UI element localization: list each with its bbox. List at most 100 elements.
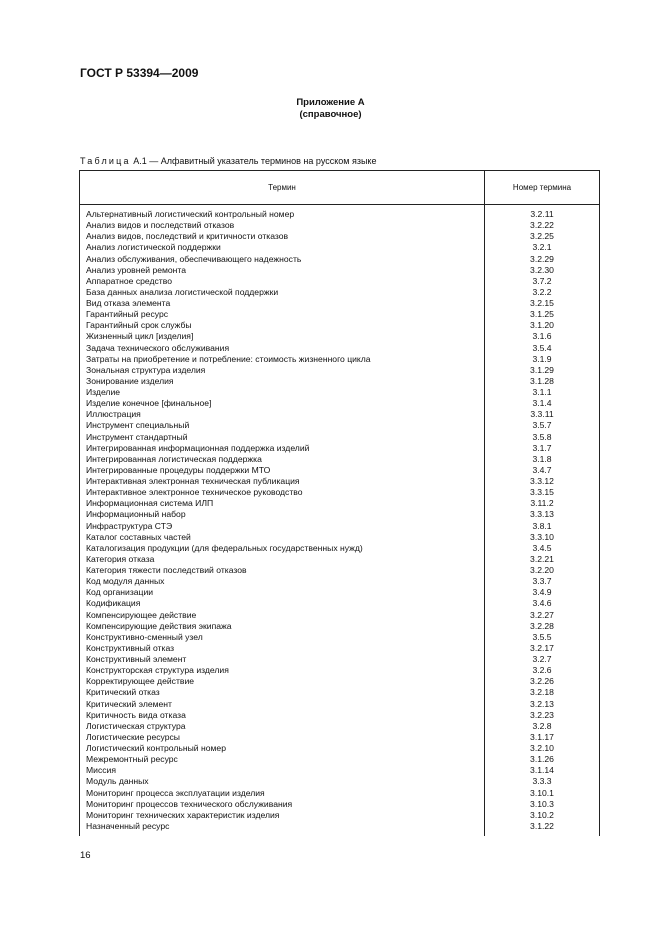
term-number-cell: 3.1.28 xyxy=(530,375,554,386)
term-number-cell: 3.1.4 xyxy=(532,398,552,409)
table-row: Компенсирующее действие 3.2.27 xyxy=(80,610,599,621)
table-row: Гарантийный срок службы 3.1.20 xyxy=(80,320,599,331)
table-row: Затраты на приобретение и потребление: с… xyxy=(80,354,599,365)
table-row: Задача технического обслуживания 3.5.4 xyxy=(80,343,599,354)
term-cell: Интерактивная электронная техническая пу… xyxy=(86,476,300,486)
term-cell: Зональная структура изделия xyxy=(86,364,206,375)
column-divider xyxy=(484,171,485,836)
term-number-cell: 3.5.4 xyxy=(532,342,552,353)
table-row: Изделие 3.1.1 xyxy=(80,387,599,398)
term-number-cell: 3.2.8 xyxy=(532,720,552,731)
term-number-cell: 3.2.22 xyxy=(530,220,554,231)
term-cell: Анализ логистической поддержки xyxy=(86,242,221,253)
term-number-cell: 3.4.6 xyxy=(532,598,552,609)
table-row: Гарантийный ресурс 3.1.25 xyxy=(80,309,599,320)
table-row: Корректирующее действие 3.2.26 xyxy=(80,676,599,687)
term-number-cell: 3.1.6 xyxy=(532,331,552,342)
term-number-cell: 3.1.9 xyxy=(532,353,552,364)
table-row: Компенсирующие действия экипажа 3.2.28 xyxy=(80,621,599,632)
appendix-subtitle: (справочное) xyxy=(299,109,362,120)
appendix-title: Приложение А xyxy=(296,97,365,108)
table-row: Инструмент стандартный 3.5.8 xyxy=(80,432,599,443)
term-cell: Информационная система ИЛП xyxy=(86,498,214,509)
table-row: Жизненный цикл [изделия] 3.1.6 xyxy=(80,331,599,342)
table-row: Интерактивная электронная техническая пу… xyxy=(80,476,599,487)
term-number-cell: 3.2.17 xyxy=(530,642,554,653)
term-number-cell: 3.2.1 xyxy=(532,242,552,253)
term-number-cell: 3.5.5 xyxy=(532,631,552,642)
term-cell: Гарантийный ресурс xyxy=(86,309,169,320)
table-row: Зональная структура изделия 3.1.29 xyxy=(80,365,599,376)
term-number-cell: 3.5.7 xyxy=(532,420,552,431)
term-number-cell: 3.1.14 xyxy=(530,765,554,776)
term-number-cell: 3.8.1 xyxy=(532,520,552,531)
term-number-cell: 3.2.10 xyxy=(530,743,554,753)
term-number-cell: 3.10.2 xyxy=(530,809,554,820)
term-number-cell: 3.3.10 xyxy=(530,531,554,542)
term-number-cell: 3.1.17 xyxy=(530,731,554,742)
term-number-cell: 3.2.30 xyxy=(530,264,554,275)
appendix-heading: Приложение А (справочное) xyxy=(0,97,661,121)
term-cell: Анализ видов, последствий и критичности … xyxy=(86,231,289,242)
term-number-cell: 3.7.2 xyxy=(532,275,552,286)
term-cell: Интегрированные процедуры поддержки МТО xyxy=(86,464,271,475)
table-row: Мониторинг технических характеристик изд… xyxy=(80,810,599,821)
term-number-cell: 3.2.28 xyxy=(530,620,554,631)
table-row: Конструкторская структура изделия 3.2.6 xyxy=(80,665,599,676)
term-cell: Каталогизация продукции (для федеральных… xyxy=(86,542,363,553)
term-cell: Вид отказа элемента xyxy=(86,298,171,308)
term-number-cell: 3.1.20 xyxy=(530,320,554,331)
term-number-cell: 3.2.26 xyxy=(530,676,554,687)
term-cell: Затраты на приобретение и потребление: с… xyxy=(86,353,371,364)
table-row: Иллюстрация 3.3.11 xyxy=(80,409,599,420)
table-row: Интегрированные процедуры поддержки МТО 3… xyxy=(80,465,599,476)
term-number-cell: 3.4.7 xyxy=(532,464,552,475)
table-row: Мониторинг процессов технического обслуж… xyxy=(80,799,599,810)
table-row: Критический отказ 3.2.18 xyxy=(80,687,599,698)
term-cell: Зонирование изделия xyxy=(86,375,174,386)
table-row: Миссия 3.1.14 xyxy=(80,765,599,776)
table-row: Каталог составных частей 3.3.10 xyxy=(80,532,599,543)
term-number-cell: 3.2.15 xyxy=(530,298,554,308)
table-row: Инструмент специальный 3.5.7 xyxy=(80,420,599,431)
term-number-cell: 3.3.7 xyxy=(532,576,552,587)
term-cell: Инструмент специальный xyxy=(86,420,190,431)
term-cell: Интерактивное электронное техническое ру… xyxy=(86,487,303,498)
term-number-cell: 3.1.25 xyxy=(530,309,554,320)
table-row: Каталогизация продукции (для федеральных… xyxy=(80,543,599,554)
table-row: Информационная система ИЛП 3.11.2 xyxy=(80,498,599,509)
term-number-cell: 3.4.9 xyxy=(532,587,552,598)
term-cell: Код модуля данных xyxy=(86,576,165,587)
term-cell: Конструкторская структура изделия xyxy=(86,665,229,676)
term-cell: Анализ уровней ремонта xyxy=(86,264,187,275)
term-cell: Анализ видов и последствий отказов xyxy=(86,220,235,231)
table-row: Анализ уровней ремонта 3.2.30 xyxy=(80,265,599,276)
table-row: Код модуля данных 3.3.7 xyxy=(80,576,599,587)
table-row: Интегрированная логистическая поддержка 3… xyxy=(80,454,599,465)
term-number-cell: 3.1.26 xyxy=(530,754,554,765)
term-cell: Миссия xyxy=(86,765,117,776)
term-cell: Код организации xyxy=(86,587,154,598)
term-cell: Изделие xyxy=(86,387,121,397)
table-row: Кодификация 3.4.6 xyxy=(80,598,599,609)
term-number-cell: 3.2.23 xyxy=(530,709,554,720)
table-row: Анализ видов, последствий и критичности … xyxy=(80,231,599,242)
term-number-cell: 3.11.2 xyxy=(530,498,554,509)
term-number-cell: 3.2.18 xyxy=(530,687,554,698)
term-number-cell: 3.10.3 xyxy=(530,798,554,809)
table-row: Вид отказа элемента 3.2.15 xyxy=(80,298,599,309)
term-number-cell: 3.1.29 xyxy=(530,364,554,375)
table-body: Альтернативный логистический контрольный… xyxy=(80,209,599,832)
table-row: Критичность вида отказа 3.2.23 xyxy=(80,710,599,721)
term-cell: Компенсирующие действия экипажа xyxy=(86,620,232,631)
term-cell: Иллюстрация xyxy=(86,409,141,420)
term-number-cell: 3.2.27 xyxy=(530,609,554,620)
term-cell: База данных анализа логистической поддер… xyxy=(86,286,279,297)
term-cell: Анализ обслуживания, обеспечивающего над… xyxy=(86,253,302,264)
table-row: Логистический контрольный номер 3.2.10 xyxy=(80,743,599,754)
table-row: Интегрированная информационная поддержка… xyxy=(80,443,599,454)
table-row: Логистические ресурсы 3.1.17 xyxy=(80,732,599,743)
page-number: 16 xyxy=(80,850,91,861)
table-caption-text: А.1 — Алфавитный указатель терминов на р… xyxy=(133,156,377,166)
table-row: Логистическая структура 3.2.8 xyxy=(80,721,599,732)
